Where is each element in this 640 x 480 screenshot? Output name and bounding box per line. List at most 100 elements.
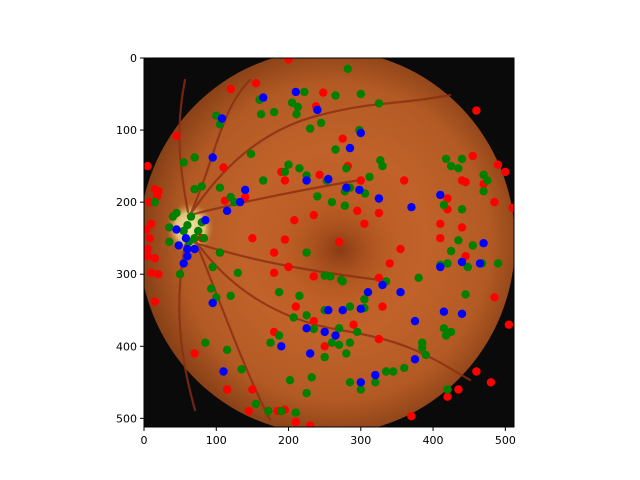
data-point: [183, 252, 192, 261]
data-point: [345, 338, 355, 347]
data-point: [284, 58, 293, 64]
data-point: [439, 200, 449, 210]
data-point: [463, 262, 472, 272]
data-point: [302, 176, 311, 185]
data-point: [396, 244, 405, 254]
data-point: [479, 187, 488, 196]
data-point: [222, 385, 232, 394]
data-point: [363, 288, 373, 297]
data-point: [338, 134, 347, 143]
data-point: [183, 244, 192, 254]
data-point: [293, 102, 303, 112]
series-layer: [144, 58, 514, 427]
data-point: [168, 212, 178, 221]
data-point: [319, 88, 328, 97]
data-point: [342, 183, 351, 192]
data-point: [306, 349, 315, 358]
data-point: [259, 176, 268, 185]
data-point: [443, 392, 452, 401]
data-point: [490, 293, 499, 302]
data-point: [410, 316, 420, 326]
data-point: [320, 352, 329, 362]
data-point: [327, 338, 337, 347]
data-point: [315, 170, 324, 179]
data-point: [331, 91, 340, 100]
data-point: [306, 421, 315, 427]
data-point: [251, 399, 261, 409]
data-point: [147, 219, 156, 228]
data-point: [266, 338, 275, 347]
data-point: [291, 417, 300, 427]
data-point: [280, 235, 290, 244]
data-point: [320, 327, 329, 337]
data-point: [219, 367, 228, 376]
x-tick-label: 400: [423, 434, 444, 447]
data-point: [207, 284, 216, 293]
y-tick-label: 400: [116, 340, 137, 353]
data-point: [313, 192, 322, 201]
data-point: [436, 219, 445, 228]
data-point: [313, 105, 322, 115]
data-point: [472, 367, 481, 376]
data-point: [418, 338, 427, 347]
data-point: [144, 244, 152, 254]
data-point: [300, 87, 309, 97]
data-point: [410, 355, 420, 364]
data-point: [457, 309, 467, 318]
data-point: [439, 307, 449, 316]
data-point: [324, 306, 333, 315]
data-point: [274, 288, 284, 297]
data-point: [208, 262, 217, 272]
x-tick-label: 0: [141, 434, 148, 447]
blood-vessels: [178, 78, 472, 422]
data-point: [490, 197, 499, 207]
data-point: [324, 174, 333, 184]
data-point: [208, 298, 217, 308]
x-tick-label: 100: [206, 434, 227, 447]
y-tick-label: 200: [116, 196, 137, 209]
data-point: [309, 210, 318, 220]
data-point: [277, 342, 286, 351]
data-point: [144, 161, 152, 171]
data-point: [493, 259, 503, 268]
data-point: [345, 378, 355, 387]
data-point: [197, 182, 206, 191]
data-point: [349, 320, 358, 329]
data-point: [172, 131, 181, 140]
data-point: [376, 156, 385, 165]
data-point: [457, 154, 467, 164]
data-point: [374, 194, 384, 203]
data-point: [201, 338, 210, 347]
data-point: [457, 223, 467, 232]
data-point: [360, 219, 369, 228]
data-point: [396, 288, 405, 297]
data-point: [441, 154, 451, 164]
data-point: [186, 212, 196, 221]
data-point: [269, 268, 279, 277]
data-point: [251, 79, 261, 88]
x-tick-label: 500: [495, 434, 516, 447]
data-point: [291, 87, 300, 97]
data-point: [378, 302, 387, 311]
data-point: [436, 190, 445, 200]
data-point: [454, 164, 463, 173]
data-point: [290, 216, 299, 225]
plot-frame: [143, 57, 515, 428]
data-point: [446, 161, 456, 171]
data-point: [199, 234, 209, 243]
data-point: [181, 234, 191, 243]
data-point: [174, 241, 183, 250]
data-point: [443, 194, 452, 203]
series-1: [150, 64, 503, 417]
data-point: [504, 320, 514, 329]
y-tick-label: 100: [116, 124, 137, 137]
data-point: [331, 331, 340, 340]
data-point: [248, 385, 257, 394]
data-point: [439, 324, 449, 333]
data-point: [179, 259, 188, 268]
data-point: [179, 226, 188, 236]
data-point: [241, 185, 250, 195]
data-point: [291, 302, 300, 311]
data-point: [345, 302, 355, 311]
